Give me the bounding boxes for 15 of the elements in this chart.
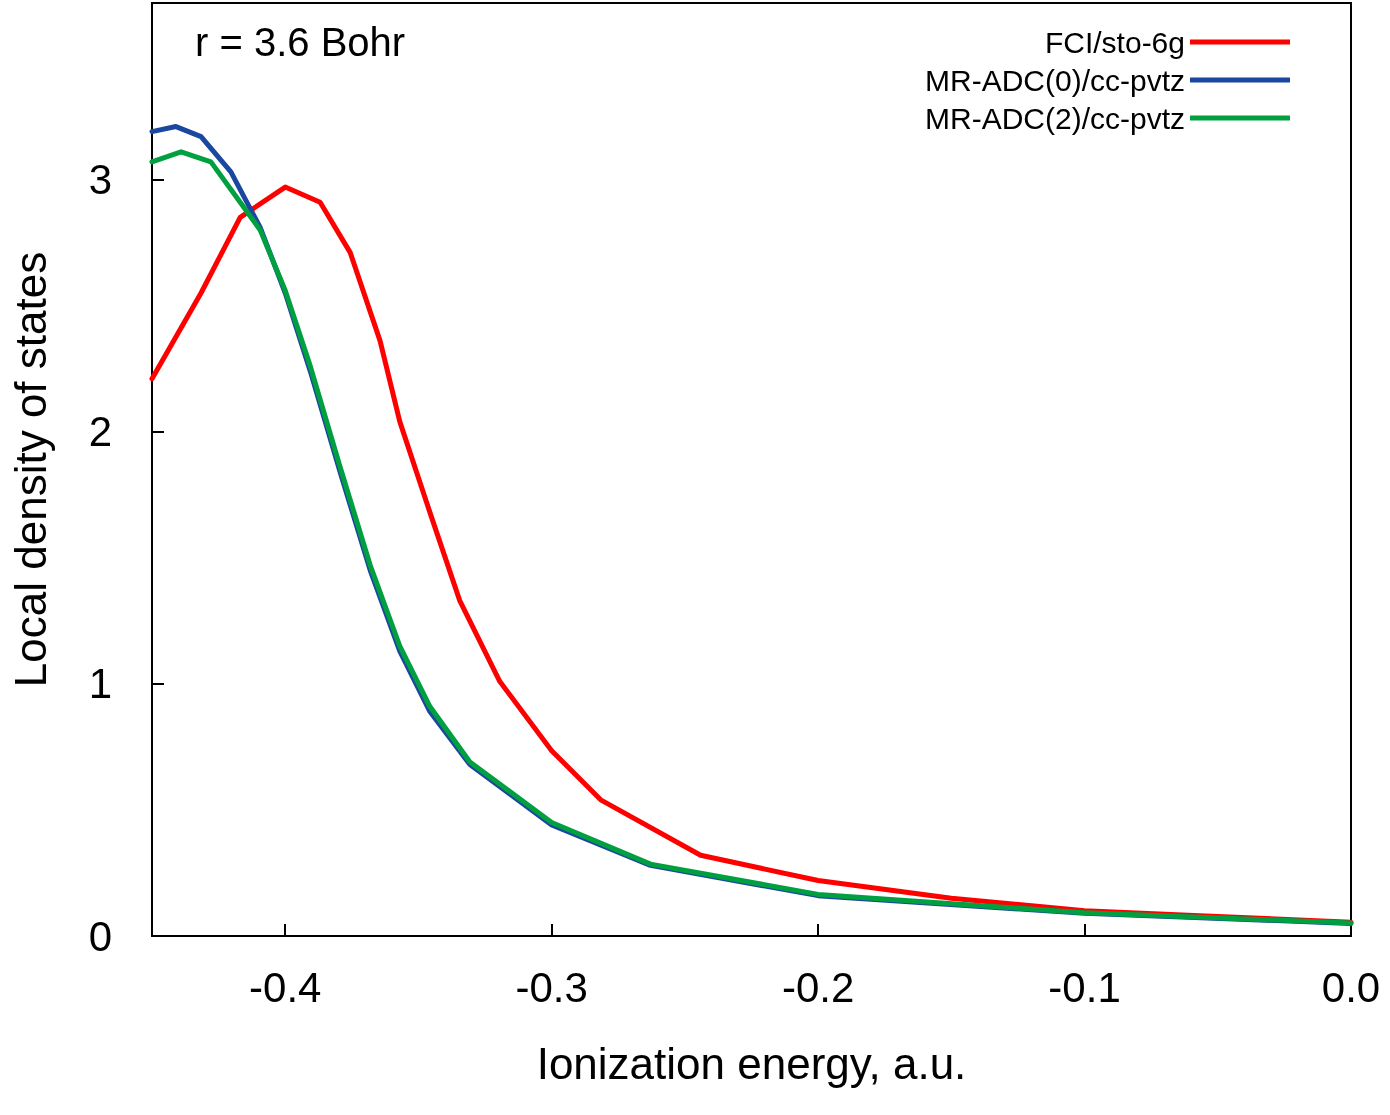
y-tick-label: 0 [88,912,112,960]
x-tick-label: 0.0 [1321,963,1381,1011]
y-tick-label: 3 [88,156,112,204]
x-tick-label: -0.2 [781,963,855,1011]
y-tick-label: 1 [88,660,112,708]
x-tick-label: -0.3 [515,963,588,1011]
x-tick-label: -0.1 [1048,963,1121,1011]
y-axis-title: Local density of states [5,251,55,688]
annotation: r = 3.6 Bohr [195,20,406,64]
x-tick-label: -0.4 [249,963,322,1011]
legend-label: FCI/sto-6g [1044,25,1185,59]
x-axis-title: Ionization energy, a.u. [536,1038,967,1088]
legend-label: MR-ADC(2)/cc-pvtz [925,101,1185,135]
y-tick-label: 2 [88,408,112,456]
legend-label: MR-ADC(0)/cc-pvtz [925,63,1185,97]
